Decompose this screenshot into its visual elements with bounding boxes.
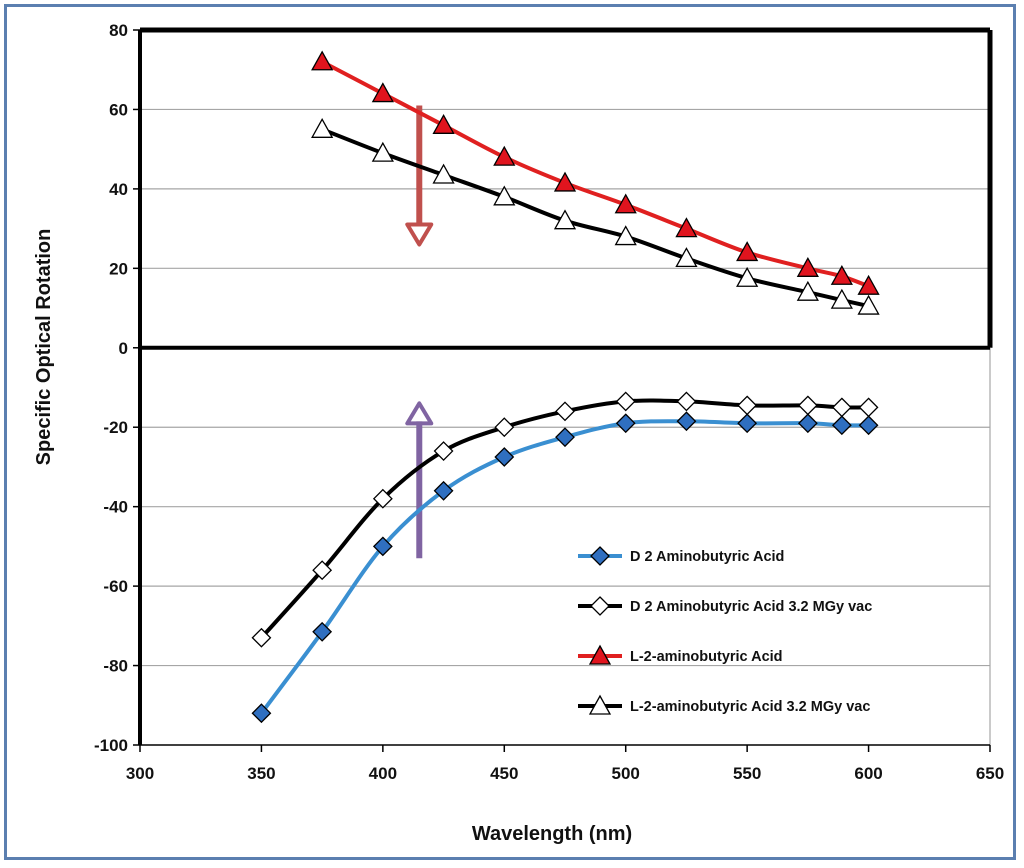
series-group xyxy=(251,50,880,724)
data-point xyxy=(371,141,394,162)
series-1 xyxy=(251,411,879,724)
data-point xyxy=(857,294,880,315)
data-point xyxy=(311,50,334,71)
x-tick-label: 550 xyxy=(733,764,761,783)
data-point xyxy=(312,560,333,581)
arrow-head xyxy=(405,222,434,247)
data-point xyxy=(796,256,819,277)
data-point xyxy=(251,627,272,648)
legend-marker xyxy=(590,546,610,566)
data-point xyxy=(433,441,454,461)
legend-label: L-2-aminobutyric Acid xyxy=(630,649,783,665)
data-point xyxy=(676,411,697,432)
data-point xyxy=(796,280,819,301)
legend-marker xyxy=(588,694,612,715)
data-point xyxy=(553,171,577,192)
data-point xyxy=(831,415,852,436)
data-point xyxy=(312,621,333,642)
data-point xyxy=(614,193,637,214)
y-tick-label: -20 xyxy=(103,418,128,437)
y-tick-label: -100 xyxy=(94,736,128,755)
x-tick-label: 600 xyxy=(854,764,882,783)
data-point xyxy=(555,401,575,422)
x-tick-label: 300 xyxy=(126,764,154,783)
legend-item-3: L-2-aminobutyric Acid xyxy=(578,644,783,665)
data-point xyxy=(432,113,455,134)
legend-item-1: D 2 Aminobutyric Acid xyxy=(578,546,784,566)
data-point xyxy=(830,288,853,309)
legend: D 2 Aminobutyric Acid D 2 Aminobutyric Ac… xyxy=(578,546,872,715)
data-point xyxy=(432,163,455,184)
y-tick-labels: 80 60 40 20 0 -20 -40 -60 -80 -100 xyxy=(94,21,128,755)
data-point xyxy=(737,395,758,416)
legend-item-2: D 2 Aminobutyric Acid 3.2 MGy vac xyxy=(578,596,872,616)
data-point xyxy=(615,391,636,412)
series-4 xyxy=(311,117,880,315)
y-tick-label: -80 xyxy=(103,657,128,676)
data-point xyxy=(736,266,759,287)
x-tick-label: 450 xyxy=(490,764,518,783)
data-point xyxy=(553,209,577,230)
data-point xyxy=(675,247,698,268)
legend-marker xyxy=(590,596,610,616)
data-point xyxy=(857,274,880,295)
y-tick-label: -40 xyxy=(103,498,128,517)
x-tick-label: 350 xyxy=(247,764,275,783)
grid-lines xyxy=(140,108,990,667)
series-line xyxy=(321,127,870,309)
series-line xyxy=(259,419,869,715)
data-point xyxy=(858,415,879,436)
y-tick-label: 0 xyxy=(119,339,128,358)
legend-item-4: L-2-aminobutyric Acid 3.2 MGy vac xyxy=(578,694,870,715)
data-point xyxy=(830,264,853,285)
data-point xyxy=(675,217,698,238)
data-point xyxy=(614,225,637,246)
data-point xyxy=(311,117,334,138)
x-tick-label: 400 xyxy=(369,764,397,783)
data-point xyxy=(371,82,394,103)
data-point xyxy=(493,145,516,166)
data-point xyxy=(831,397,852,418)
data-point xyxy=(736,241,759,262)
data-point xyxy=(676,391,697,412)
y-tick-label: 20 xyxy=(109,259,128,278)
data-point xyxy=(797,413,818,434)
legend-label: D 2 Aminobutyric Acid 3.2 MGy vac xyxy=(630,599,872,615)
data-point xyxy=(737,413,758,434)
figure-frame xyxy=(4,4,1016,860)
data-point xyxy=(372,536,393,557)
data-point xyxy=(494,417,515,438)
arrow-down xyxy=(405,105,434,247)
x-tick-labels: 300 350 400 450 500 550 600 650 xyxy=(126,764,1004,783)
data-point xyxy=(494,447,515,467)
x-axis-title: Wavelength (nm) xyxy=(472,823,632,845)
annotation-arrows xyxy=(405,105,434,559)
y-axis-title: Specific Optical Rotation xyxy=(33,229,55,466)
data-point xyxy=(251,703,272,724)
y-tick-label: -60 xyxy=(103,577,128,596)
legend-marker xyxy=(588,644,612,665)
x-tick-label: 650 xyxy=(976,764,1004,783)
data-point xyxy=(555,427,575,448)
arrow-head xyxy=(405,401,434,426)
data-point xyxy=(493,185,516,206)
y-tick-label: 60 xyxy=(109,100,128,119)
data-point xyxy=(372,488,393,509)
series-3 xyxy=(311,50,880,295)
legend-label: L-2-aminobutyric Acid 3.2 MGy vac xyxy=(630,699,870,715)
legend-label: D 2 Aminobutyric Acid xyxy=(630,549,784,565)
data-point xyxy=(615,413,636,434)
series-line xyxy=(321,60,870,289)
data-point xyxy=(858,397,879,418)
y-tick-label: 80 xyxy=(109,21,128,40)
arrow-up xyxy=(405,401,434,559)
y-tick-label: 40 xyxy=(109,180,128,199)
data-point xyxy=(433,480,454,501)
x-tick-label: 500 xyxy=(612,764,640,783)
axes xyxy=(133,27,993,752)
data-point xyxy=(797,395,818,416)
series-2 xyxy=(251,391,879,648)
